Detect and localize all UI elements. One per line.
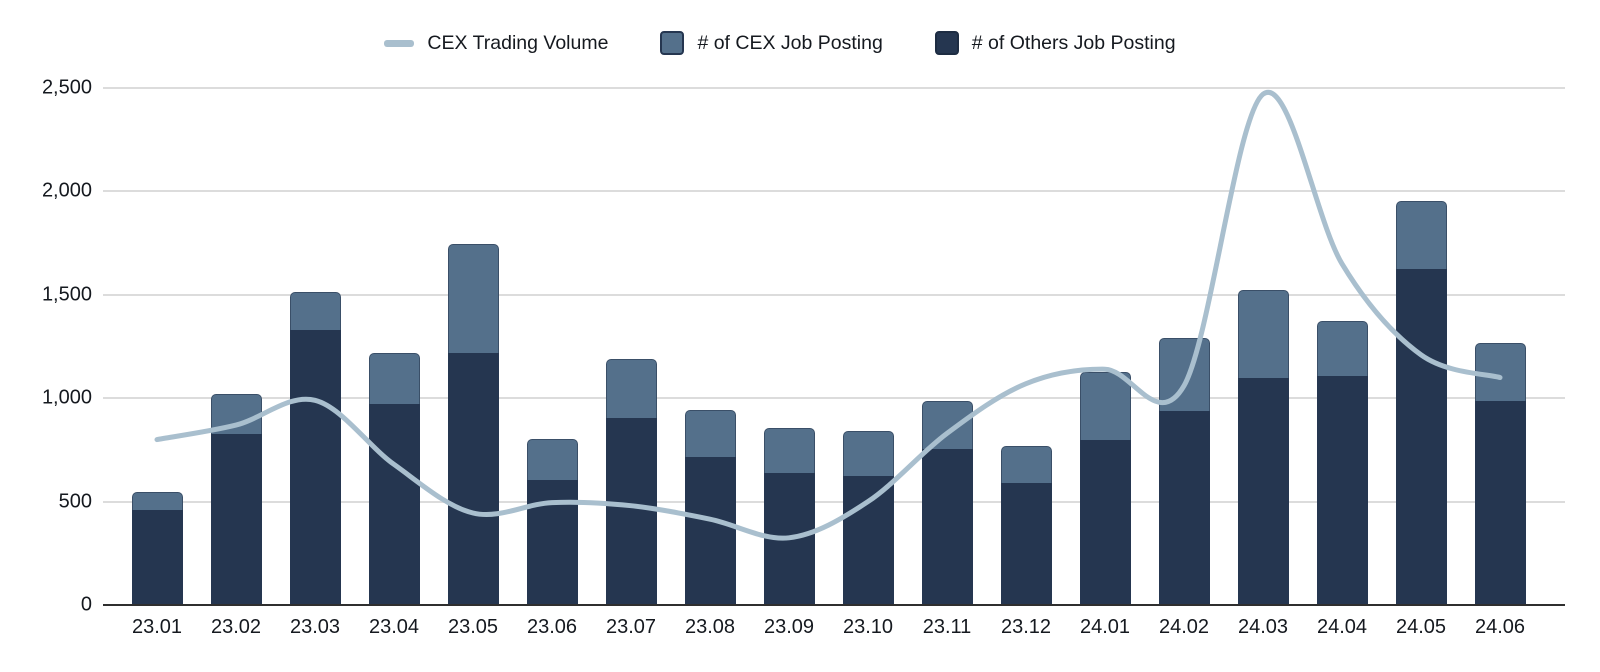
y-axis-label-500: 500: [58, 490, 92, 513]
bar-others-24.01: [1079, 439, 1131, 605]
bar-cex-23.07: [605, 358, 657, 418]
y-axis-label-1000: 1,000: [41, 386, 92, 409]
gridline-2500: [103, 87, 1565, 89]
x-axis-label-23.01: 23.01: [131, 616, 183, 638]
bar-cex-23.05: [447, 244, 499, 353]
gridline-2000: [103, 190, 1565, 193]
x-axis-label-24.06: 24.06: [1474, 616, 1526, 638]
bar-cex-24.06: [1474, 343, 1526, 402]
bar-cex-24.02: [1158, 338, 1210, 411]
bar-others-24.04: [1316, 376, 1368, 605]
legend-item-others-job-posting: # of Others Job Posting: [934, 31, 1176, 55]
x-axis-label-23.07: 23.07: [605, 616, 657, 638]
x-axis-label-23.04: 23.04: [368, 616, 420, 638]
y-axis-label-2000: 2,000: [41, 179, 92, 202]
bar-others-23.02: [210, 434, 262, 605]
bar-others-23.04: [368, 404, 420, 605]
x-axis-label-23.12: 23.12: [1000, 616, 1052, 638]
x-axis-label-24.02: 24.02: [1158, 616, 1210, 638]
x-axis-label-24.04: 24.04: [1316, 616, 1368, 638]
legend-label-cex-job-posting: # of CEX Job Posting: [697, 31, 883, 54]
x-axis-label-23.02: 23.02: [210, 616, 262, 638]
bar-others-24.02: [1158, 410, 1210, 605]
bar-others-23.07: [605, 417, 657, 605]
bar-others-23.10: [842, 475, 894, 605]
x-axis-label-23.06: 23.06: [526, 616, 578, 638]
bar-others-24.05: [1395, 268, 1447, 605]
legend-item-trading-volume: CEX Trading Volume: [384, 32, 608, 55]
y-axis-label-1500: 1,500: [41, 283, 92, 306]
bar-cex-23.04: [368, 352, 420, 405]
bar-others-23.08: [684, 457, 736, 605]
y-axis-label-0: 0: [80, 593, 92, 616]
bar-cex-23.12: [1000, 445, 1052, 483]
bar-others-23.05: [447, 352, 499, 605]
x-axis-label-23.11: 23.11: [922, 616, 972, 638]
chart-legend: CEX Trading Volume # of CEX Job Posting …: [0, 26, 1560, 60]
bar-cex-23.10: [842, 431, 894, 476]
legend-label-others-job-posting: # of Others Job Posting: [971, 31, 1176, 54]
bar-others-24.06: [1474, 401, 1526, 605]
bar-cex-23.06: [526, 438, 578, 480]
bar-cex-23.01: [131, 492, 183, 510]
bar-cex-23.02: [210, 394, 262, 435]
y-axis-label-2500: 2,500: [41, 76, 92, 99]
trading-volume-line: [154, 89, 1503, 541]
bar-cex-23.09: [763, 428, 815, 473]
bar-cex-24.01: [1079, 372, 1131, 440]
x-axis-label-23.03: 23.03: [289, 616, 341, 638]
legend-label-trading-volume: CEX Trading Volume: [427, 31, 609, 54]
bar-others-23.06: [526, 479, 578, 605]
bar-cex-23.11: [921, 401, 973, 449]
trading-volume-line-swatch-icon: [384, 39, 415, 47]
bar-others-23.09: [763, 472, 815, 605]
x-axis-line: [103, 604, 1565, 606]
bar-others-23.03: [289, 329, 341, 605]
x-axis-label-23.08: 23.08: [684, 616, 736, 638]
others-job-posting-swatch-icon: [934, 31, 959, 55]
bar-cex-23.03: [289, 291, 341, 330]
legend-item-cex-job-posting: # of CEX Job Posting: [660, 31, 883, 55]
x-axis-label-23.05: 23.05: [447, 616, 499, 638]
bar-cex-24.05: [1395, 200, 1447, 269]
bar-cex-23.08: [684, 409, 736, 458]
bar-others-24.03: [1237, 377, 1289, 605]
bar-others-23.12: [1000, 482, 1052, 605]
x-axis-label-24.01: 24.01: [1079, 616, 1131, 638]
x-axis-label-23.09: 23.09: [763, 616, 815, 638]
bar-others-23.01: [131, 509, 183, 605]
bar-cex-24.04: [1316, 320, 1368, 377]
cex-job-posting-swatch-icon: [660, 31, 685, 55]
bar-cex-24.03: [1237, 289, 1289, 378]
x-axis-label-24.05: 24.05: [1395, 616, 1447, 638]
bar-others-23.11: [921, 448, 973, 605]
x-axis-label-24.03: 24.03: [1237, 616, 1289, 638]
x-axis-label-23.10: 23.10: [842, 616, 894, 638]
